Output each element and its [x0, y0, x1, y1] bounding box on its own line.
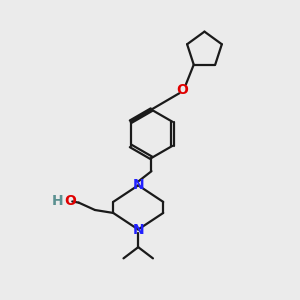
Text: O: O	[176, 82, 188, 97]
Text: H: H	[52, 194, 63, 208]
Text: O: O	[64, 194, 76, 208]
Text: N: N	[132, 223, 144, 236]
Text: N: N	[132, 178, 144, 192]
